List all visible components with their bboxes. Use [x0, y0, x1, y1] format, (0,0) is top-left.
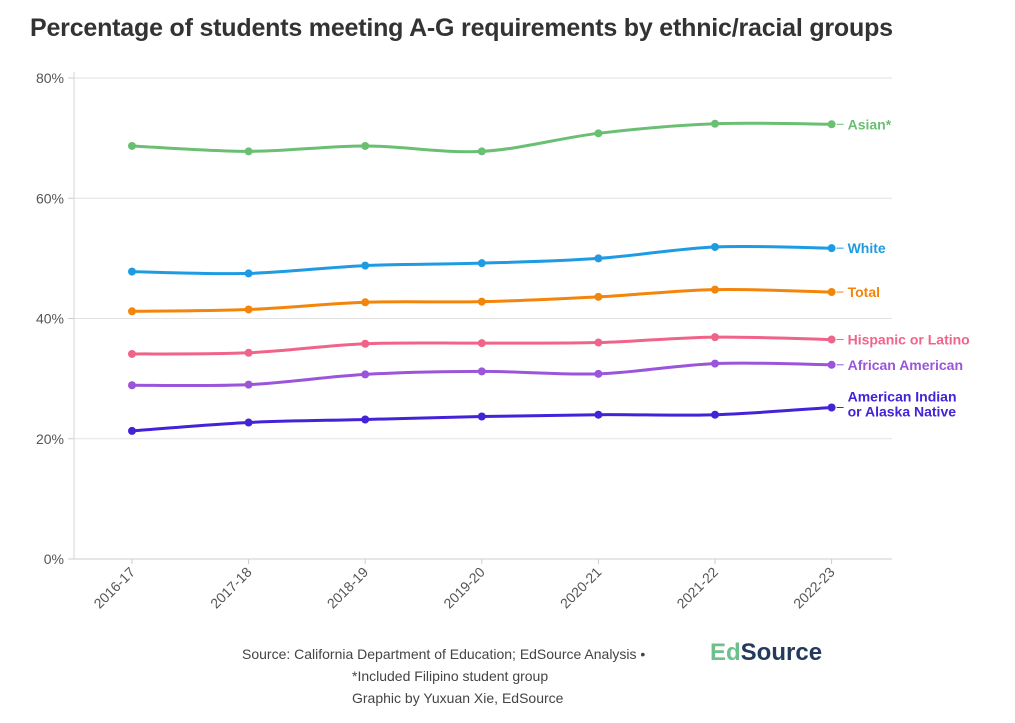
data-point-total [477, 297, 486, 306]
chart-title: Percentage of students meeting A-G requi… [30, 14, 893, 42]
data-point-white [594, 254, 603, 263]
data-point-asian [361, 141, 370, 150]
series-label-american-indian-or-alaska-native: American Indian or Alaska Native [848, 388, 957, 419]
data-point-white [711, 242, 719, 251]
data-point-hispanic-or-latino [128, 349, 136, 358]
y-tick-label: 80% [36, 70, 64, 86]
data-point-white [244, 269, 253, 278]
data-point-total [711, 285, 719, 294]
data-point-american-indian-or-alaska-native [244, 418, 253, 427]
y-tick-label: 60% [36, 190, 64, 206]
data-point-asian [827, 120, 836, 129]
series-label-african-american: African American [848, 357, 963, 373]
data-point-white [128, 267, 136, 276]
series-label-asian: Asian* [848, 116, 892, 132]
data-point-hispanic-or-latino [827, 335, 836, 344]
edsource-logo: EdSource [710, 639, 822, 667]
data-point-african-american [244, 380, 253, 389]
data-point-hispanic-or-latino [594, 338, 603, 347]
x-tick-label: 2020-21 [557, 564, 605, 612]
y-tick-label: 40% [36, 311, 64, 327]
x-tick-label: 2022-23 [790, 564, 838, 612]
data-point-hispanic-or-latino [711, 333, 719, 342]
data-point-african-american [711, 359, 719, 368]
credit-line: Graphic by Yuxuan Xie, EdSource [352, 690, 564, 706]
y-tick-label: 20% [36, 431, 64, 447]
series-lines [128, 119, 836, 435]
data-point-hispanic-or-latino [244, 348, 253, 357]
data-point-white [827, 244, 836, 253]
data-point-total [827, 288, 836, 297]
series-label-hispanic-or-latino: Hispanic or Latino [848, 332, 970, 348]
data-point-hispanic-or-latino [361, 339, 370, 348]
data-point-american-indian-or-alaska-native [827, 403, 836, 412]
x-tick-label: 2016-17 [90, 564, 138, 612]
data-point-hispanic-or-latino [477, 339, 486, 348]
series-label-total: Total [848, 284, 880, 300]
source-note: Source: California Department of Educati… [242, 646, 646, 662]
data-point-asian [711, 119, 719, 128]
data-point-american-indian-or-alaska-native [128, 426, 136, 435]
footnote: *Included Filipino student group [352, 668, 549, 684]
data-point-african-american [594, 369, 603, 378]
x-tick-label: 2021-22 [673, 564, 721, 612]
data-point-total [361, 298, 370, 307]
data-point-african-american [128, 381, 136, 390]
x-tick-label: 2019-20 [440, 564, 488, 612]
data-point-white [361, 261, 370, 270]
data-point-asian [128, 141, 136, 150]
data-point-american-indian-or-alaska-native [477, 412, 486, 421]
data-point-african-american [361, 370, 370, 379]
x-tick-label: 2017-18 [207, 564, 255, 612]
y-tick-label: 0% [44, 551, 64, 567]
x-tick-label: 2018-19 [324, 564, 372, 612]
series-label-white: White [848, 240, 886, 256]
data-point-white [477, 259, 486, 268]
data-point-african-american [827, 360, 836, 369]
data-point-american-indian-or-alaska-native [711, 410, 719, 419]
logo-ed: Ed [710, 639, 741, 666]
series-labels: Asian* White Total Hispanic or Latino Africa… [836, 116, 970, 419]
data-point-asian [244, 147, 253, 156]
data-point-total [594, 292, 603, 301]
data-point-asian [594, 129, 603, 138]
logo-source: Source [740, 639, 823, 666]
data-point-asian [477, 147, 486, 156]
data-point-total [244, 305, 253, 314]
data-point-african-american [477, 367, 486, 376]
data-point-total [128, 307, 136, 316]
data-point-american-indian-or-alaska-native [361, 415, 370, 424]
data-point-american-indian-or-alaska-native [594, 410, 603, 419]
